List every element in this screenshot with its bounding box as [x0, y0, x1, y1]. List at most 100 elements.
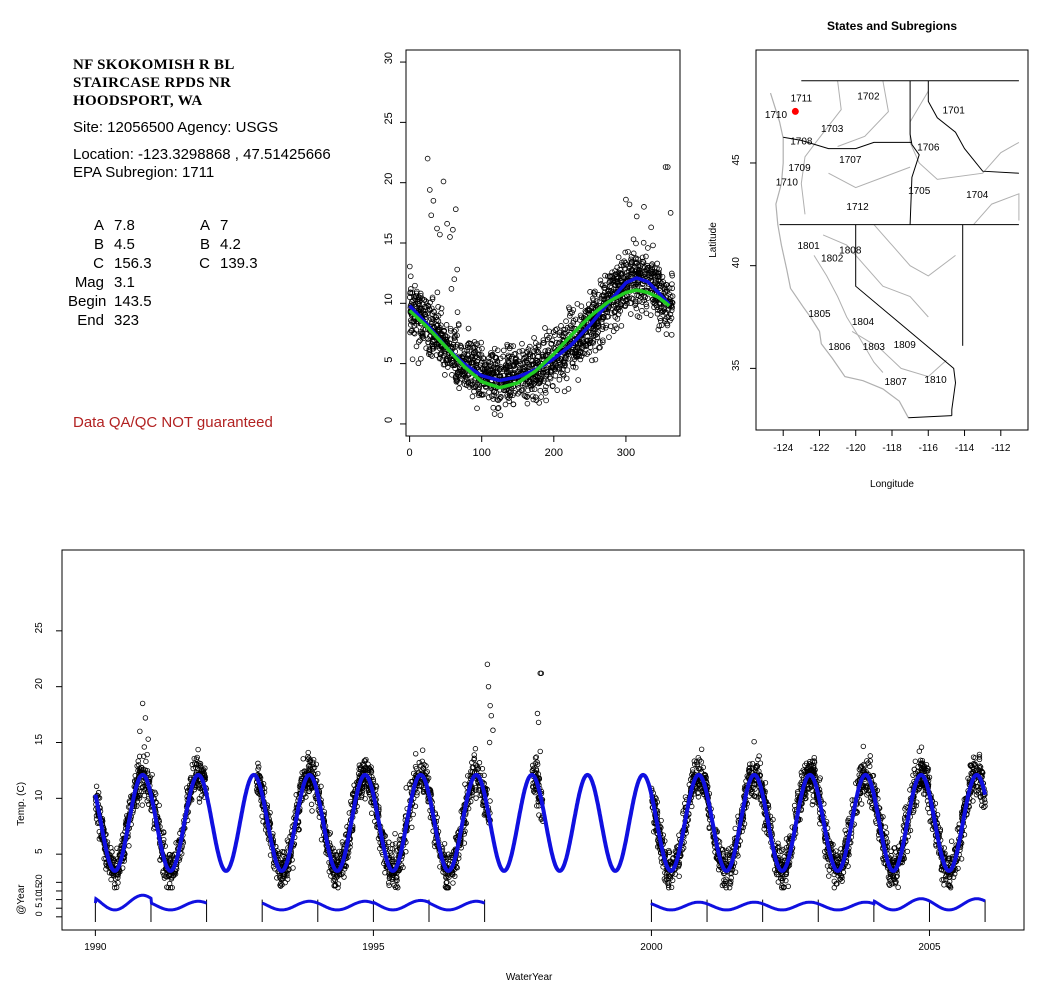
data-point [511, 351, 518, 357]
data-point [662, 289, 669, 295]
observation-point [141, 792, 148, 799]
y-tick-label: 20 [34, 678, 45, 690]
data-point [407, 322, 414, 328]
data-point [623, 296, 630, 303]
data-point [640, 239, 647, 246]
observation-point [309, 808, 315, 814]
data-point [521, 355, 527, 362]
data-point [564, 367, 571, 373]
y-tick-label: 20 [383, 173, 395, 185]
x-tick-label: 0 [407, 447, 413, 459]
data-point [590, 332, 597, 339]
region-label: 1710 [765, 110, 788, 121]
data-point [659, 273, 666, 280]
data-point [550, 383, 556, 389]
data-point [589, 339, 595, 346]
observation-point [169, 884, 175, 891]
y-tick-label: 0 [383, 417, 395, 423]
data-point [583, 343, 590, 350]
data-point [621, 258, 628, 265]
data-point [658, 322, 665, 328]
data-point [633, 259, 640, 266]
observation-point [135, 758, 141, 764]
observation-point [326, 868, 332, 875]
data-point [591, 291, 598, 298]
data-point [459, 376, 465, 382]
data-point [443, 322, 450, 328]
observation-point [167, 884, 174, 891]
data-point [632, 302, 638, 308]
data-point [604, 273, 611, 280]
region-boundary [973, 193, 1020, 225]
x-axis-label: Longitude [870, 479, 914, 490]
data-point [643, 303, 650, 310]
data-point [479, 345, 485, 352]
data-point [448, 343, 455, 350]
data-point [478, 339, 484, 346]
data-point [577, 356, 584, 363]
data-point [560, 330, 567, 336]
data-point [559, 366, 566, 373]
data-point [411, 330, 417, 336]
data-point [474, 405, 480, 412]
observation-point [424, 769, 430, 775]
data-point [649, 264, 656, 271]
data-point [652, 298, 659, 304]
data-point [563, 318, 569, 325]
x-tick-label: 100 [473, 447, 491, 459]
data-point [494, 396, 500, 403]
data-point [469, 356, 476, 363]
data-point [612, 268, 618, 274]
data-point [663, 310, 670, 316]
data-point [486, 363, 492, 370]
data-point [615, 254, 622, 260]
observation-point [385, 880, 392, 886]
data-point [516, 348, 523, 355]
data-point [561, 362, 567, 369]
observation-point [472, 762, 479, 768]
data-point [509, 370, 516, 377]
data-point [472, 348, 479, 355]
data-point [491, 370, 497, 377]
region-boundary [828, 166, 911, 189]
observation-point [386, 839, 392, 845]
observation-point [413, 751, 419, 757]
data-point [624, 300, 630, 307]
data-point [507, 343, 514, 349]
data-point [430, 316, 436, 322]
data-point [531, 376, 538, 382]
region-boundary [873, 224, 956, 277]
region-label: 1709 [788, 163, 811, 174]
observation-point [441, 841, 448, 847]
data-point [610, 301, 617, 308]
x-tick-label: -124 [773, 443, 793, 454]
x-tick-label: -114 [955, 443, 975, 454]
data-point [485, 358, 492, 365]
param-label: End [77, 312, 104, 329]
observation-point [144, 751, 150, 758]
region-label: 1805 [808, 309, 831, 320]
data-point [539, 353, 546, 360]
observation-point [359, 792, 365, 799]
data-point [563, 355, 569, 362]
data-point [668, 331, 675, 338]
outlier-point [430, 197, 437, 204]
data-point [628, 253, 635, 260]
outlier-point [424, 155, 431, 162]
observation-point [444, 879, 450, 885]
site-location: Location: -123.3298868 , 47.51425666 [73, 146, 331, 163]
data-point [664, 314, 670, 320]
data-point [452, 337, 458, 344]
outlier-point [434, 225, 440, 232]
data-point [510, 401, 517, 408]
data-point [449, 372, 455, 378]
data-point [506, 395, 512, 401]
data-points [406, 236, 676, 419]
observation-point [285, 867, 291, 874]
data-point [450, 362, 456, 369]
observation-point [810, 798, 816, 804]
data-point [637, 262, 644, 269]
data-point [466, 341, 472, 347]
observation-point [111, 884, 118, 891]
